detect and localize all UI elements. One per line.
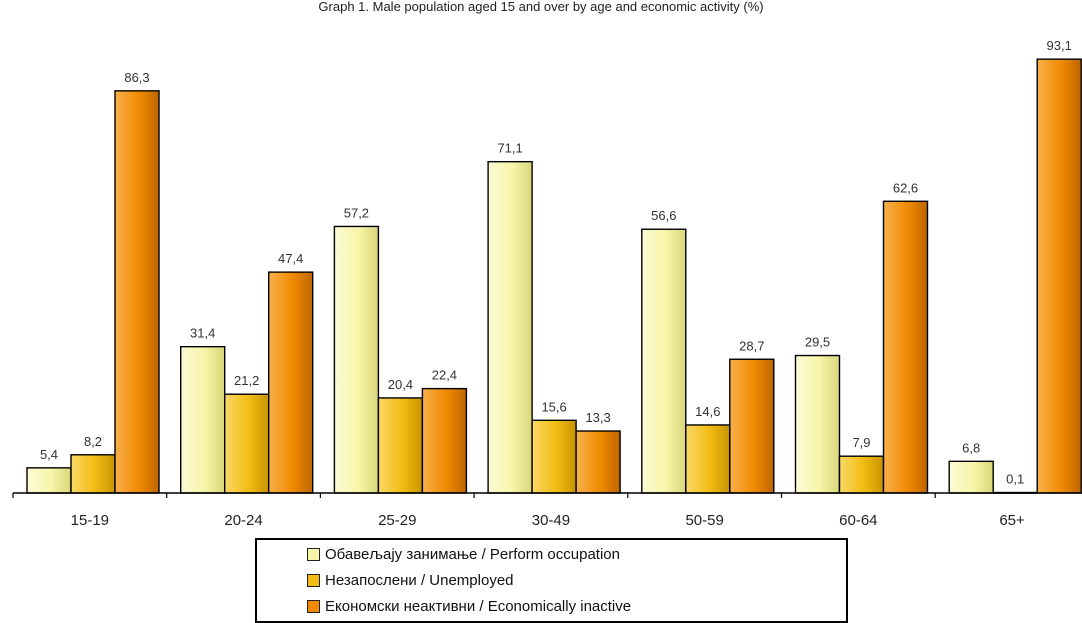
legend-swatch-unemployed xyxy=(307,573,320,587)
legend-swatch-employed xyxy=(307,547,320,561)
bar-inactive-50-59 xyxy=(729,358,775,494)
legend-swatch-inactive xyxy=(307,599,320,613)
bars-group xyxy=(26,58,1082,494)
chart-title: Graph 1. Male population aged 15 and ove… xyxy=(318,0,763,14)
data-label-unemployed-30-49: 15,6 xyxy=(541,399,566,414)
data-label-inactive-30-49: 13,3 xyxy=(585,410,610,425)
bar-unemployed-50-59 xyxy=(685,424,731,494)
data-label-inactive-50-59: 28,7 xyxy=(739,338,764,353)
x-tick-label-65+: 65+ xyxy=(999,512,1025,529)
bar-employed-50-59 xyxy=(641,228,687,494)
data-label-employed-60-64: 29,5 xyxy=(805,335,830,350)
data-label-inactive-25-29: 22,4 xyxy=(432,368,457,383)
data-label-unemployed-65+: 0,1 xyxy=(1006,472,1024,487)
data-label-unemployed-20-24: 21,2 xyxy=(234,373,259,388)
bar-unemployed-60-64 xyxy=(838,455,885,494)
legend-item-inactive: Економски неактивни / Economically inact… xyxy=(307,596,631,616)
bar-inactive-60-64 xyxy=(882,200,929,494)
x-tick-label-50-59: 50-59 xyxy=(685,512,723,529)
bar-unemployed-25-29 xyxy=(377,397,424,494)
bar-inactive-15-19 xyxy=(114,90,160,494)
legend-label-inactive: Економски неактивни / Economically inact… xyxy=(325,597,632,615)
data-label-inactive-20-24: 47,4 xyxy=(278,251,303,266)
data-label-employed-25-29: 57,2 xyxy=(344,205,369,220)
x-tick-label-15-19: 15-19 xyxy=(71,512,109,529)
x-tick-label-25-29: 25-29 xyxy=(378,512,416,529)
bar-unemployed-20-24 xyxy=(223,393,270,494)
legend: Обавељају занимање / Perform occupation … xyxy=(255,538,848,623)
legend-item-unemployed: Незапослени / Unemployed xyxy=(307,570,514,590)
legend-item-employed: Обавељају занимање / Perform occupation xyxy=(307,544,620,564)
bar-employed-60-64 xyxy=(794,354,841,494)
bar-employed-65+ xyxy=(948,460,994,494)
x-tick-label-60-64: 60-64 xyxy=(839,512,877,529)
bar-unemployed-30-49 xyxy=(531,419,577,494)
data-label-inactive-60-64: 62,6 xyxy=(893,180,918,195)
legend-label-unemployed: Незапослени / Unemployed xyxy=(325,571,514,589)
bar-unemployed-15-19 xyxy=(70,454,116,494)
data-label-employed-50-59: 56,6 xyxy=(651,208,676,223)
legend-label-employed: Обавељају занимање / Perform occupation xyxy=(325,545,620,563)
bar-employed-25-29 xyxy=(333,225,380,494)
x-tick-label-30-49: 30-49 xyxy=(532,512,570,529)
bar-inactive-65+ xyxy=(1036,58,1082,494)
data-label-unemployed-50-59: 14,6 xyxy=(695,404,720,419)
x-axis: 15-19 20-24 25-29 30-49 50-59 60-64 65+ xyxy=(12,492,1082,529)
data-label-unemployed-60-64: 7,9 xyxy=(852,435,870,450)
data-label-unemployed-25-29: 20,4 xyxy=(388,377,413,392)
bar-employed-20-24 xyxy=(179,345,226,494)
bar-employed-15-19 xyxy=(26,467,72,494)
bar-inactive-25-29 xyxy=(421,387,468,494)
data-label-employed-15-19: 5,4 xyxy=(40,447,58,462)
data-label-inactive-65+: 93,1 xyxy=(1047,38,1072,53)
bar-inactive-20-24 xyxy=(268,271,314,494)
data-label-inactive-15-19: 86,3 xyxy=(124,70,149,85)
data-label-employed-30-49: 71,1 xyxy=(497,141,522,156)
data-labels-group: 5,4 8,2 86,3 31,4 21,2 47,4 57,2 20,4 22,4 71,1 15… xyxy=(40,38,1072,486)
bar-inactive-30-49 xyxy=(575,430,621,494)
bar-employed-30-49 xyxy=(487,160,533,494)
x-tick-label-20-24: 20-24 xyxy=(224,512,262,529)
data-label-employed-20-24: 31,4 xyxy=(190,326,215,341)
data-label-unemployed-15-19: 8,2 xyxy=(84,434,102,449)
data-label-employed-65+: 6,8 xyxy=(962,440,980,455)
